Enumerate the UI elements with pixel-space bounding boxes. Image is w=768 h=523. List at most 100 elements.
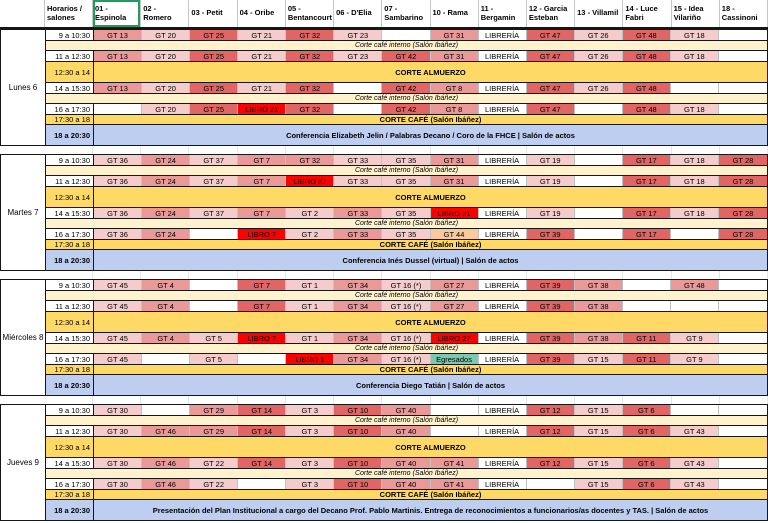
slot-cell[interactable]: GT 15 [574,479,623,489]
slot-cell[interactable]: GT 44 [430,229,479,239]
slot-cell[interactable]: GT 40 [382,458,431,468]
empty-cell[interactable] [190,301,239,311]
column-header[interactable]: 18 - Cassinoni [720,0,768,27]
empty-cell[interactable] [142,405,191,415]
slot-cell[interactable]: GT 46 [142,479,191,489]
empty-cell[interactable] [526,479,575,489]
slot-cell[interactable]: GT 10 [334,405,383,415]
slot-cell[interactable]: GT 32 [286,30,335,40]
empty-cell[interactable] [574,229,623,239]
empty-cell[interactable] [718,426,767,436]
corte-cafe-band[interactable]: CORTE CAFÉ (Salón Ibáñez) [94,365,767,374]
corte-interno-band[interactable]: Corte café interno (Salón Ibáñez) [46,41,767,50]
day-label[interactable]: Martes 7 [1,155,46,270]
slot-cell[interactable]: GT 14 [238,405,287,415]
slot-cell[interactable]: GT 47 [526,83,575,93]
slot-cell[interactable]: GT 36 [94,229,143,239]
slot-cell[interactable]: LIBRERÍA [478,176,527,186]
empty-cell[interactable] [670,301,719,311]
slot-cell[interactable]: GT 42 [382,104,431,114]
slot-cell[interactable]: GT 40 [382,426,431,436]
slot-cell[interactable]: GT 34 [334,280,383,290]
slot-cell[interactable]: GT 7 [238,280,287,290]
slot-cell[interactable]: LIBRO 27 [430,333,479,343]
slot-cell[interactable]: GT 28 [718,176,767,186]
empty-cell[interactable] [238,479,287,489]
column-header[interactable]: 10 - Rama [431,0,479,27]
slot-cell[interactable]: GT 19 [526,208,575,218]
slot-cell[interactable]: GT 39 [526,301,575,311]
empty-cell[interactable] [622,280,671,290]
slot-cell[interactable]: GT 19 [526,176,575,186]
slot-cell[interactable]: GT 22 [190,458,239,468]
slot-cell[interactable]: GT 22 [190,479,239,489]
slot-cell[interactable]: GT 30 [94,405,143,415]
empty-cell[interactable] [718,301,767,311]
empty-cell[interactable] [430,405,479,415]
slot-cell[interactable]: GT 27 [430,280,479,290]
time-label[interactable]: 11 a 12:30 [46,426,94,436]
slot-cell[interactable]: GT 14 [238,426,287,436]
slot-cell[interactable]: GT 7 [238,176,287,186]
slot-cell[interactable]: GT 21 [238,30,287,40]
slot-cell[interactable]: GT 23 [334,30,383,40]
slot-cell[interactable]: GT 15 [574,458,623,468]
slot-cell[interactable]: GT 29 [190,426,239,436]
slot-cell[interactable]: GT 46 [142,458,191,468]
corte-interno-band[interactable]: Corte café interno (Salón Ibáñez) [46,94,767,103]
empty-cell[interactable] [670,83,719,93]
slot-cell[interactable]: GT 21 [238,51,287,61]
conference-band[interactable]: Conferencia Diego Tatián | Salón de acto… [94,375,767,395]
time-label[interactable]: 11 a 12:30 [46,51,94,61]
slot-cell[interactable]: GT 35 [382,155,431,165]
slot-cell[interactable]: GT 47 [526,104,575,114]
slot-cell[interactable]: GT 39 [526,333,575,343]
time-label[interactable]: 12:30 a 14 [46,187,94,207]
slot-cell[interactable]: GT 20 [142,104,191,114]
time-label[interactable]: 17:30 a 18 [46,490,94,499]
day-label[interactable]: Jueves 9 [1,405,46,520]
slot-cell[interactable]: GT 25 [190,83,239,93]
slot-cell[interactable]: GT 34 [334,354,383,364]
slot-cell[interactable]: GT 6 [622,458,671,468]
slot-cell[interactable]: GT 20 [142,83,191,93]
slot-cell[interactable]: GT 32 [286,51,335,61]
slot-cell[interactable]: GT 12 [526,405,575,415]
slot-cell[interactable]: GT 36 [94,208,143,218]
slot-cell[interactable]: GT 35 [382,229,431,239]
slot-cell[interactable]: GT 16 (*) [382,280,431,290]
slot-cell[interactable]: GT 12 [526,458,575,468]
time-label[interactable]: 9 a 10:30 [46,30,94,40]
corte-almuerzo-band[interactable]: CORTE ALMUERZO [94,437,767,457]
empty-cell[interactable] [718,479,767,489]
time-label[interactable]: 18 a 20:30 [46,125,94,145]
slot-cell[interactable]: GT 3 [286,458,335,468]
corte-almuerzo-band[interactable]: CORTE ALMUERZO [94,62,767,82]
empty-cell[interactable] [430,426,479,436]
slot-cell[interactable]: GT 24 [142,155,191,165]
slot-cell[interactable]: GT 18 [670,30,719,40]
slot-cell[interactable]: GT 38 [574,280,623,290]
slot-cell[interactable]: GT 12 [526,426,575,436]
slot-cell[interactable]: GT 7 [238,301,287,311]
slot-cell[interactable]: LIBRERÍA [478,83,527,93]
slot-cell[interactable]: GT 10 [334,458,383,468]
corte-interno-band[interactable]: Corte café interno (Salón Ibáñez) [46,166,767,175]
empty-cell[interactable] [94,104,143,114]
slot-cell[interactable]: GT 29 [190,405,239,415]
time-label[interactable]: 11 a 12:30 [46,176,94,186]
slot-cell[interactable]: GT 25 [190,104,239,114]
slot-cell[interactable]: LIBRERÍA [478,301,527,311]
slot-cell[interactable]: GT 34 [334,333,383,343]
slot-cell[interactable]: LIBRERÍA [478,458,527,468]
slot-cell[interactable]: GT 42 [382,83,431,93]
slot-cell[interactable]: GT 1 [286,333,335,343]
empty-cell[interactable] [718,458,767,468]
slot-cell[interactable]: GT 18 [670,208,719,218]
time-label[interactable]: 16 a 17:30 [46,354,94,364]
slot-cell[interactable]: GT 18 [670,176,719,186]
slot-cell[interactable]: GT 11 [622,354,671,364]
slot-cell[interactable]: GT 6 [622,479,671,489]
slot-cell[interactable]: GT 10 [334,479,383,489]
corte-cafe-band[interactable]: CORTE CAFÉ (Salón Ibáñez) [94,115,767,124]
